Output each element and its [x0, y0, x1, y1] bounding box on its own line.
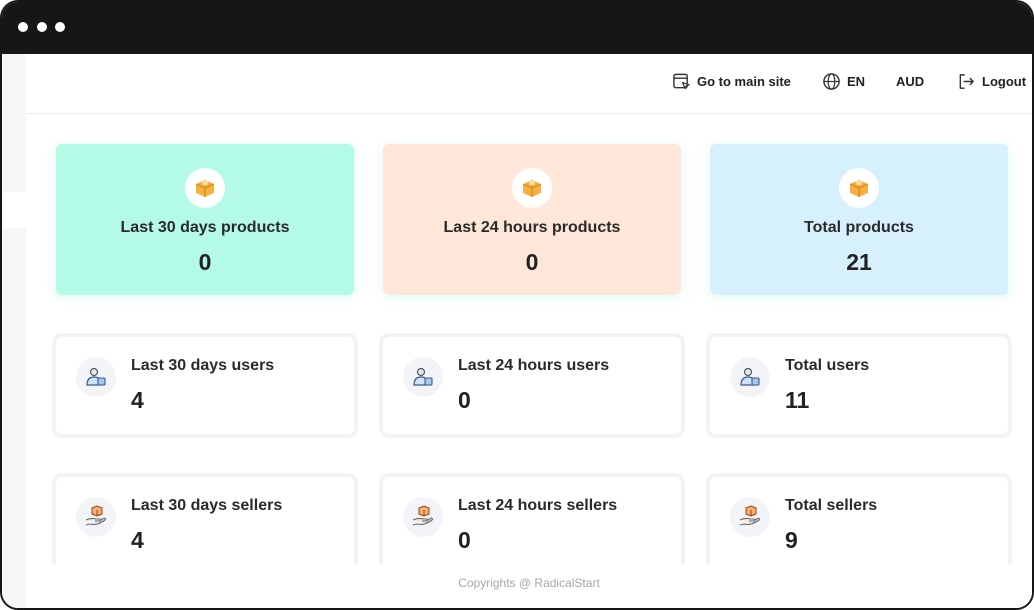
dashboard-content: Last 30 days products 0 Last 24 hours pr… — [26, 115, 1032, 608]
card-value: 4 — [131, 387, 144, 413]
card-value: 0 — [198, 249, 212, 275]
package-box-icon — [185, 168, 225, 208]
card-label: Total sellers — [785, 497, 878, 514]
card-value: 4 — [131, 527, 144, 553]
topbar: Go to main site EN AUD Logout — [26, 54, 1032, 114]
hand-holding-box-icon — [76, 497, 116, 537]
globe-icon — [823, 72, 840, 90]
card-label: Last 30 days sellers — [131, 497, 283, 514]
hand-holding-box-icon — [730, 497, 770, 537]
stat-card-last-30-days-users: Last 30 days users 4 — [52, 333, 358, 438]
card-label: Last 24 hours sellers — [458, 497, 618, 514]
card-label: Last 30 days products — [120, 219, 290, 236]
go-to-main-site-link[interactable]: Go to main site — [672, 70, 791, 92]
window-dot-icon — [37, 22, 47, 32]
stat-card-last-24-hours-products: Last 24 hours products 0 — [383, 144, 681, 295]
copyright-text: Copyrights @ RadicalStart — [458, 576, 600, 590]
user-with-bag-icon — [730, 357, 770, 397]
stat-card-last-24-hours-users: Last 24 hours users 0 — [379, 333, 685, 438]
stat-card-last-30-days-products: Last 30 days products 0 — [56, 144, 354, 295]
logout-button[interactable]: Logout — [957, 70, 1026, 92]
window-dot-icon — [18, 22, 28, 32]
card-label: Total products — [804, 219, 914, 236]
window-titlebar — [2, 2, 1032, 54]
browser-window-icon — [673, 73, 690, 89]
currency-selector[interactable]: AUD — [896, 70, 924, 92]
card-label: Last 30 days users — [131, 357, 275, 374]
card-label: Last 24 hours users — [458, 357, 610, 374]
card-value: 0 — [525, 249, 539, 275]
card-value: 0 — [458, 387, 471, 413]
card-label: Last 24 hours products — [443, 219, 621, 236]
language-label: EN — [847, 73, 866, 89]
stat-card-total-sellers: Total sellers 9 — [706, 473, 1012, 578]
package-box-icon — [512, 168, 552, 208]
stat-card-total-products: Total products 21 — [710, 144, 1008, 295]
card-label: Total users — [785, 357, 870, 374]
stat-card-last-24-hours-sellers: Last 24 hours sellers 0 — [379, 473, 685, 578]
stat-card-total-users: Total users 11 — [706, 333, 1012, 438]
sidebar-active-notch — [2, 192, 26, 228]
currency-label: AUD — [896, 73, 925, 89]
hand-holding-box-icon — [403, 497, 443, 537]
language-selector[interactable]: EN — [822, 70, 865, 92]
card-value: 9 — [785, 527, 798, 553]
footer: Copyrights @ RadicalStart — [26, 564, 1032, 608]
sidebar — [2, 54, 26, 608]
logout-icon — [959, 73, 974, 89]
go-to-main-site-label: Go to main site — [697, 73, 791, 89]
card-value: 0 — [458, 527, 471, 553]
user-with-bag-icon — [403, 357, 443, 397]
window-dot-icon — [55, 22, 65, 32]
card-value: 11 — [785, 387, 810, 413]
card-value: 21 — [846, 249, 872, 275]
user-with-bag-icon — [76, 357, 116, 397]
package-box-icon — [839, 168, 879, 208]
stat-card-last-30-days-sellers: Last 30 days sellers 4 — [52, 473, 358, 578]
logout-label: Logout — [982, 73, 1027, 89]
